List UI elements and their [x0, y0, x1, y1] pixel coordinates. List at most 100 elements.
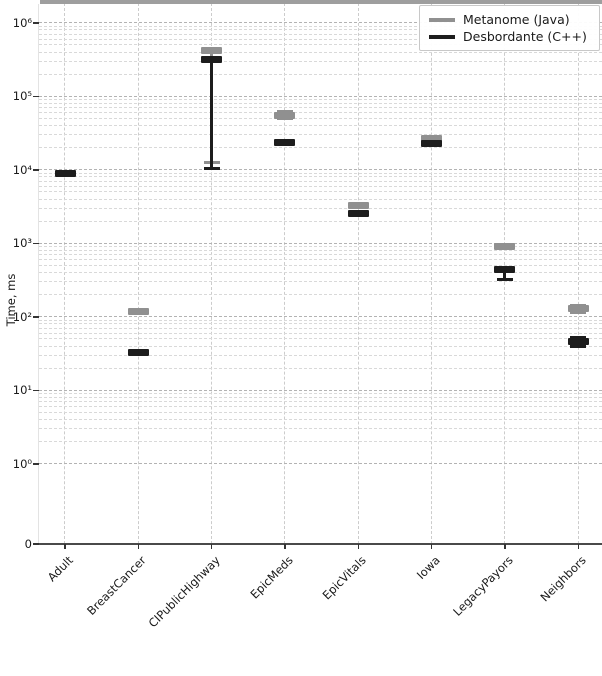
- y-tick: [33, 96, 39, 97]
- x-tick: [431, 544, 432, 549]
- minor-gridline: [39, 412, 602, 413]
- minor-gridline: [39, 221, 602, 222]
- minor-gridline: [39, 328, 602, 329]
- y-tick-label: 10⁴: [0, 163, 32, 178]
- minor-gridline: [39, 428, 602, 429]
- major-gridline: [39, 463, 602, 464]
- minor-gridline: [39, 401, 602, 402]
- minor-gridline: [39, 118, 602, 119]
- bottom-spine: [39, 543, 602, 545]
- minor-gridline: [39, 107, 602, 108]
- x-tick: [358, 544, 359, 549]
- marker-desbordante-legacypayors: [494, 266, 515, 273]
- minor-gridline: [39, 103, 602, 104]
- minor-gridline: [39, 265, 602, 266]
- y-tick: [33, 390, 39, 391]
- x-tick-label: EpicMeds: [173, 551, 298, 676]
- marker-desbordante-epicmeds: [274, 139, 295, 146]
- y-tick-label: 10⁶: [0, 16, 32, 31]
- minor-gridline: [39, 112, 602, 113]
- marker-whisker-desbordante: [210, 59, 213, 168]
- minor-gridline: [39, 259, 602, 260]
- major-gridline: [39, 169, 602, 170]
- legend-item-desbordante: Desbordante (C++): [429, 28, 592, 45]
- marker-desbordante-epicvitals: [348, 210, 369, 217]
- minor-gridline: [39, 199, 602, 200]
- legend-label: Metanome (Java): [463, 12, 570, 27]
- minor-gridline: [39, 368, 602, 369]
- minor-gridline: [39, 74, 602, 75]
- marker-cap-desbordante: [497, 278, 513, 281]
- minor-gridline: [39, 323, 602, 324]
- minor-gridline: [39, 125, 602, 126]
- minor-gridline: [39, 397, 602, 398]
- marker-desbordante-adult: [55, 170, 76, 177]
- marker-metanome-breastcancer: [128, 308, 149, 315]
- minor-gridline: [39, 281, 602, 282]
- major-gridline: [39, 316, 602, 317]
- x-tick-label: CIPublicHighway: [99, 551, 224, 676]
- y-tick: [33, 543, 39, 544]
- major-gridline: [39, 390, 602, 391]
- marker-metanome-epicvitals: [348, 202, 369, 209]
- marker-metanome-cipublichighway: [201, 47, 222, 54]
- marker-cap-desbordante: [570, 345, 586, 348]
- legend-line-swatch: [429, 35, 455, 39]
- minor-gridline: [39, 393, 602, 394]
- y-tick: [33, 243, 39, 244]
- y-tick: [33, 316, 39, 317]
- x-tick: [284, 544, 285, 549]
- minor-gridline: [39, 191, 602, 192]
- minor-gridline: [39, 320, 602, 321]
- marker-metanome-epicmeds: [274, 112, 295, 119]
- y-tick-label: 10⁵: [0, 89, 32, 104]
- minor-gridline: [39, 441, 602, 442]
- minor-gridline: [39, 147, 602, 148]
- marker-cap-desbordante: [204, 167, 220, 170]
- minor-gridline: [39, 406, 602, 407]
- minor-gridline: [39, 99, 602, 100]
- x-tick: [504, 544, 505, 549]
- minor-gridline: [39, 355, 602, 356]
- x-tick: [138, 544, 139, 549]
- x-tick: [211, 544, 212, 549]
- legend-label: Desbordante (C++): [463, 29, 587, 44]
- marker-desbordante-neighbors: [568, 338, 589, 345]
- y-tick-label: 10⁰: [0, 457, 32, 472]
- y-tick: [33, 22, 39, 23]
- y-tick: [33, 169, 39, 170]
- x-tick-label: Neighbors: [466, 551, 591, 676]
- y-tick-label: 10¹: [0, 383, 32, 398]
- major-gridline: [39, 243, 602, 244]
- x-tick-label: Iowa: [319, 551, 444, 676]
- marker-metanome-neighbors: [568, 305, 589, 312]
- x-tick-label: EpicVitals: [246, 551, 371, 676]
- y-axis-title: Time, ms: [4, 265, 18, 335]
- legend-line-swatch: [429, 18, 455, 22]
- marker-desbordante-breastcancer: [128, 349, 149, 356]
- y-tick-label: 10³: [0, 236, 32, 251]
- minor-gridline: [39, 338, 602, 339]
- x-tick-label: BreastCancer: [26, 551, 151, 676]
- minor-gridline: [39, 294, 602, 295]
- minor-gridline: [39, 186, 602, 187]
- legend: Metanome (Java) Desbordante (C++): [419, 5, 600, 51]
- minor-gridline: [39, 272, 602, 273]
- x-tick: [64, 544, 65, 549]
- y-tick-label: 0: [0, 537, 32, 552]
- minor-gridline: [39, 246, 602, 247]
- minor-gridline: [39, 419, 602, 420]
- major-gridline: [39, 96, 602, 97]
- legend-item-metanome: Metanome (Java): [429, 11, 592, 28]
- minor-gridline: [39, 254, 602, 255]
- top-spine: [40, 0, 602, 4]
- minor-gridline: [39, 61, 602, 62]
- marker-desbordante-iowa: [421, 140, 442, 147]
- minor-gridline: [39, 134, 602, 135]
- marker-metanome-legacypayors: [494, 243, 515, 250]
- minor-gridline: [39, 52, 602, 53]
- marker-desbordante-cipublichighway: [201, 56, 222, 63]
- x-tick: [578, 544, 579, 549]
- minor-gridline: [39, 181, 602, 182]
